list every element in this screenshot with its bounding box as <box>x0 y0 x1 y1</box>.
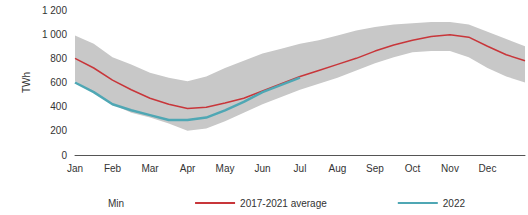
svg-text:1 000: 1 000 <box>42 29 67 40</box>
svg-text:Nov: Nov <box>441 163 459 174</box>
svg-text:Mar: Mar <box>141 163 159 174</box>
svg-text:600: 600 <box>50 77 67 88</box>
svg-text:TWh: TWh <box>21 72 32 93</box>
svg-text:Apr: Apr <box>180 163 196 174</box>
svg-text:2022: 2022 <box>443 198 466 209</box>
svg-text:400: 400 <box>50 101 67 112</box>
svg-text:Sep: Sep <box>366 163 384 174</box>
svg-text:Min: Min <box>108 198 124 209</box>
svg-text:800: 800 <box>50 53 67 64</box>
svg-text:Jun: Jun <box>254 163 270 174</box>
svg-text:1 200: 1 200 <box>42 5 67 16</box>
svg-text:Feb: Feb <box>104 163 122 174</box>
svg-text:200: 200 <box>50 125 67 136</box>
svg-text:May: May <box>216 163 235 174</box>
svg-text:Oct: Oct <box>405 163 421 174</box>
svg-text:2017-2021 average: 2017-2021 average <box>240 198 327 209</box>
svg-text:Aug: Aug <box>329 163 347 174</box>
svg-text:0: 0 <box>61 150 67 161</box>
svg-text:Jul: Jul <box>294 163 307 174</box>
svg-text:Jan: Jan <box>67 163 83 174</box>
svg-text:Dec: Dec <box>479 163 497 174</box>
